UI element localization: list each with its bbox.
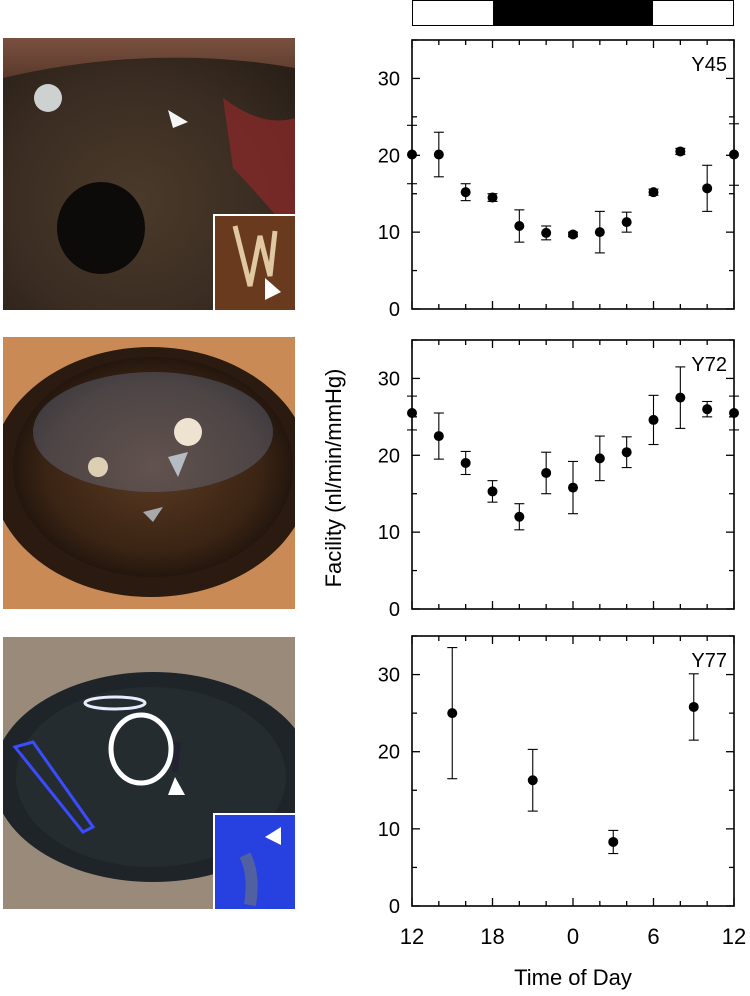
data-point — [675, 146, 686, 157]
data-point — [407, 408, 417, 419]
eye-photo-y72 — [3, 337, 295, 609]
data-point — [460, 187, 471, 198]
photo-inset-y77 — [213, 813, 295, 909]
x-tick-label: 18 — [480, 924, 504, 949]
panel-title: Y77 — [691, 650, 727, 672]
data-point — [514, 220, 525, 231]
panel-title: Y72 — [691, 354, 727, 376]
light-dark-cycle-bar — [412, 0, 734, 26]
y-tick-label: 10 — [378, 222, 400, 244]
data-point — [487, 192, 498, 203]
data-point — [527, 775, 538, 786]
data-point — [594, 453, 605, 464]
data-point — [541, 467, 552, 478]
data-point — [447, 708, 458, 719]
y-tick-label: 10 — [378, 522, 400, 544]
data-point — [648, 187, 659, 198]
data-point — [433, 431, 444, 442]
dark-period-block — [493, 1, 653, 25]
data-point — [568, 482, 578, 493]
x-tick-label: 12 — [400, 924, 424, 949]
y-axis-label: Facility (nl/min/mmHg) — [321, 368, 346, 588]
y-tick-label: 0 — [389, 599, 400, 621]
data-point — [729, 408, 739, 419]
x-axis-label: Time of Day — [514, 965, 632, 990]
y-tick-label: 30 — [378, 68, 400, 90]
data-point — [407, 149, 417, 160]
x-tick-label: 12 — [722, 924, 746, 949]
data-point — [541, 227, 552, 238]
data-point — [648, 414, 659, 425]
plot-frame — [411, 635, 735, 907]
panel-title: Y45 — [691, 54, 727, 76]
data-point — [608, 836, 619, 847]
data-point — [514, 511, 525, 522]
x-tick-label: 0 — [567, 924, 579, 949]
data-point — [460, 457, 471, 468]
y-tick-label: 0 — [389, 896, 400, 918]
photo-inset-y45 — [213, 214, 295, 310]
data-point — [675, 392, 686, 403]
data-point — [729, 149, 739, 160]
y-tick-label: 0 — [389, 299, 400, 321]
data-point — [487, 486, 498, 497]
x-tick-label: 6 — [647, 924, 659, 949]
data-point — [433, 149, 444, 160]
data-point — [621, 217, 632, 228]
y-tick-label: 20 — [378, 445, 400, 467]
y-tick-label: 10 — [378, 819, 400, 841]
data-point — [568, 229, 578, 240]
data-point — [594, 227, 605, 238]
eye-photo-y45 — [3, 38, 295, 310]
y-tick-label: 30 — [378, 665, 400, 687]
data-point — [702, 183, 713, 194]
eye-photo-y77 — [3, 637, 295, 909]
y-tick-label: 30 — [378, 368, 400, 390]
plot-frame — [411, 39, 735, 310]
data-point — [702, 404, 713, 415]
y-tick-label: 20 — [378, 742, 400, 764]
data-point — [688, 701, 699, 712]
y-tick-label: 20 — [378, 145, 400, 167]
data-point — [621, 447, 632, 458]
